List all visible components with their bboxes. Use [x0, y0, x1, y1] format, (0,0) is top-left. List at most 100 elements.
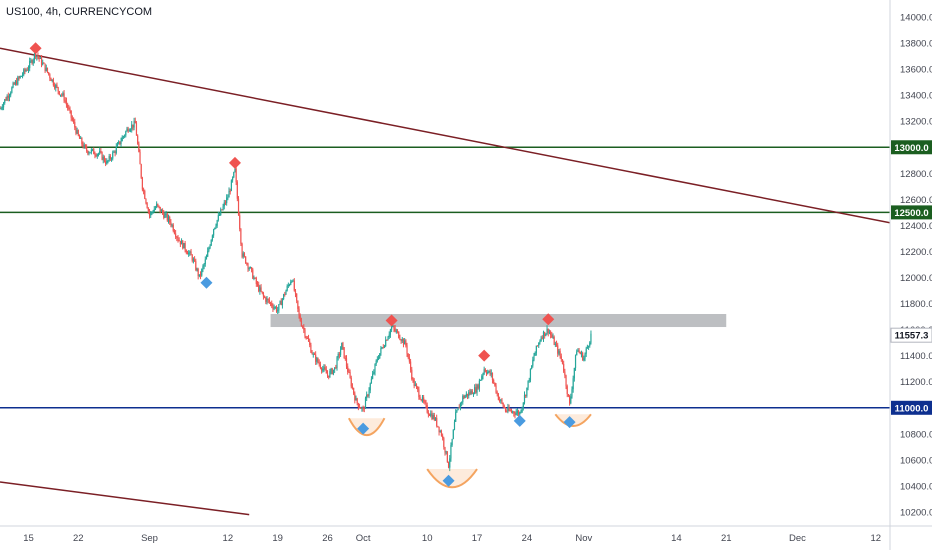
candle [191, 253, 193, 263]
candle-body [150, 212, 152, 216]
candle [59, 94, 62, 97]
candle-body [503, 406, 505, 409]
candle-body [423, 397, 425, 402]
candle-body [326, 373, 329, 376]
candle-body [77, 130, 79, 136]
candle [128, 128, 130, 132]
candle-body [19, 76, 21, 78]
candle-body [144, 190, 146, 199]
candle-body [259, 287, 261, 292]
candle-body [227, 197, 229, 199]
candle [347, 363, 349, 375]
candle-body [13, 83, 15, 85]
candle-body [445, 451, 447, 453]
candle [63, 90, 65, 103]
candle [288, 283, 291, 287]
candle-body [237, 198, 240, 216]
candle-body [189, 251, 191, 253]
candle [190, 248, 192, 256]
candle [253, 275, 255, 281]
candle [427, 410, 429, 418]
candle [405, 339, 407, 348]
candle [75, 126, 77, 136]
candle-body [288, 284, 291, 286]
candle-body [14, 81, 17, 85]
candle [431, 410, 433, 421]
candle [450, 442, 452, 462]
candle-body [125, 131, 127, 136]
candle-body [433, 414, 435, 420]
candle-body [459, 402, 462, 409]
candle [434, 417, 437, 421]
candle [30, 58, 32, 63]
candle-body [275, 307, 278, 312]
candle [180, 238, 183, 245]
candle-body [553, 336, 555, 345]
y-tick-label: 12000.0 [900, 273, 932, 284]
candle [502, 402, 504, 408]
candle [145, 198, 147, 205]
candle [283, 293, 285, 301]
candle [131, 121, 133, 133]
candle-body [404, 340, 406, 345]
candle-body [395, 330, 397, 332]
candle [545, 333, 547, 337]
candle-body [507, 407, 509, 412]
candle [27, 65, 30, 74]
candle-body [329, 371, 331, 378]
candle [153, 206, 155, 213]
candle-body [358, 407, 361, 409]
candle [402, 338, 405, 348]
candle [45, 64, 47, 72]
candle-body [135, 123, 138, 136]
candle [351, 383, 354, 390]
candle-body [525, 394, 527, 396]
candle [455, 409, 457, 422]
candle [29, 57, 31, 72]
candle-body [277, 310, 279, 312]
candle [281, 297, 284, 309]
candle-body [122, 136, 125, 138]
candle [33, 52, 36, 64]
candle-body [317, 358, 319, 363]
candle-body [554, 343, 556, 345]
candle [493, 378, 495, 384]
candle-body [563, 363, 565, 372]
candle-body [241, 243, 243, 257]
y-tick-label: 10600.0 [900, 455, 932, 466]
candle-body [501, 399, 503, 403]
candle [14, 79, 17, 86]
candle [458, 404, 460, 409]
candle [584, 352, 586, 362]
candle-body [57, 87, 59, 92]
candle-body [268, 300, 270, 303]
candle-body [278, 304, 280, 311]
candle [231, 176, 234, 183]
candle-body [362, 407, 364, 409]
candle [494, 382, 496, 387]
candle [204, 256, 206, 267]
candle-body [210, 239, 212, 246]
x-tick-label: Nov [575, 533, 592, 544]
candle-body [458, 407, 460, 409]
candle-body [29, 60, 31, 69]
candle [366, 391, 368, 402]
candle [322, 365, 324, 373]
candle-body [418, 389, 420, 398]
candle [215, 223, 217, 229]
peak-marker-4 [542, 313, 555, 326]
candle [127, 126, 129, 133]
candle-body [126, 128, 128, 132]
candle-body [409, 361, 412, 370]
candle [356, 397, 358, 406]
candle-body [394, 328, 396, 332]
candle [331, 367, 333, 375]
candle-body [498, 399, 501, 401]
candle-body [452, 429, 454, 439]
candle [558, 349, 560, 356]
candle-body [151, 212, 153, 214]
candle [409, 358, 412, 373]
candle [221, 209, 223, 211]
candle [218, 212, 221, 216]
